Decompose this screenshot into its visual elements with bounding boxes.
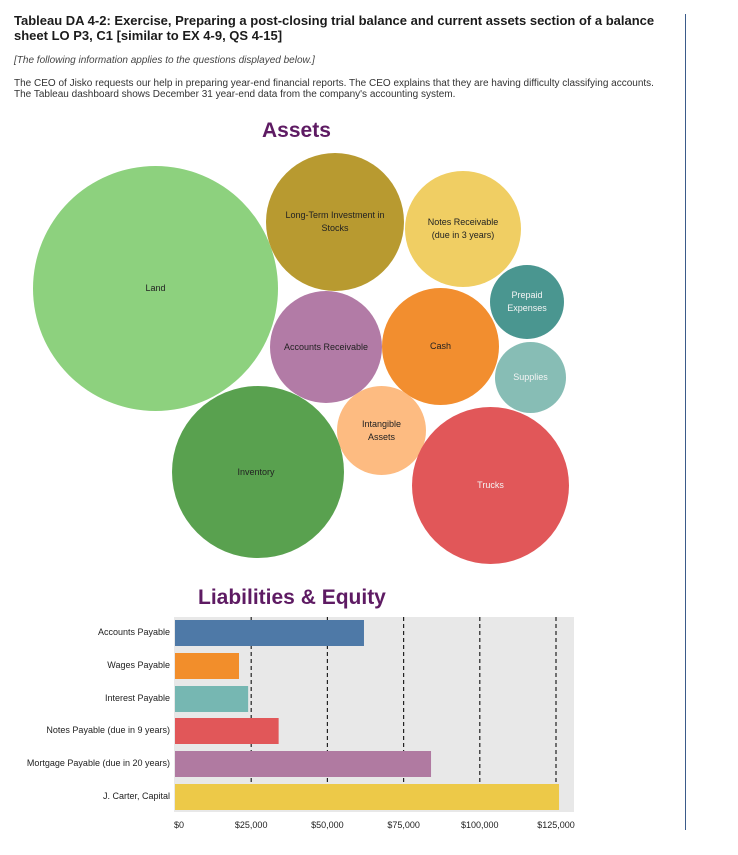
bubble-long-term-investment: Long-Term Investment in Stocks <box>266 153 404 291</box>
bubble-label: Notes Receivable (due in 3 years) <box>427 217 499 240</box>
bubble-cash: Cash <box>382 288 499 405</box>
bar-category-label: Mortgage Payable (due in 20 years) <box>26 758 170 768</box>
bubble-intangible-assets: Intangible Assets <box>337 386 426 475</box>
assets-heading: Assets <box>262 119 331 142</box>
bar <box>175 751 432 777</box>
bubble-label: Supplies <box>513 372 548 382</box>
problem-title: Tableau DA 4-2: Exercise, Preparing a po… <box>14 13 655 43</box>
x-tick-label: $75,000 <box>387 820 420 830</box>
bar <box>175 784 560 810</box>
x-tick-label: $125,000 <box>537 820 575 830</box>
bubble-label: Trucks <box>477 480 504 490</box>
bubble-supplies: Supplies <box>495 342 566 413</box>
bubble-label: Prepaid Expenses <box>507 290 547 313</box>
bubble-prepaid-expenses: Prepaid Expenses <box>490 265 564 339</box>
bar-category-label: Interest Payable <box>104 693 170 703</box>
bar-category-label: Notes Payable (due in 9 years) <box>46 725 170 735</box>
x-tick-label: $50,000 <box>311 820 344 830</box>
bar <box>175 686 249 712</box>
liabilities-equity-heading: Liabilities & Equity <box>198 586 386 609</box>
bubble-land: Land <box>33 166 278 411</box>
bar <box>175 653 240 679</box>
x-tick-label: $25,000 <box>234 820 268 830</box>
bubble-label: Land <box>145 283 166 293</box>
bubble-label: Accounts Receivable <box>283 341 369 352</box>
page-divider <box>685 14 686 830</box>
bar-category-label: Wages Payable <box>107 660 170 670</box>
bubble-inventory: Inventory <box>172 386 344 558</box>
problem-intro: [The following information applies to th… <box>14 55 315 66</box>
plot-background <box>174 617 574 812</box>
bubble-label: Inventory <box>237 466 275 477</box>
bubble-accounts-receivable: Accounts Receivable <box>270 291 382 403</box>
bar <box>175 718 279 744</box>
x-tick-label: $0 <box>173 820 185 830</box>
x-tick-label: $100,000 <box>461 820 499 830</box>
bubble-label: Intangible Assets <box>361 418 402 442</box>
bubble-label: Cash <box>429 341 451 351</box>
bar <box>175 620 364 646</box>
bubble-notes-receivable: Notes Receivable (due in 3 years) <box>405 171 521 287</box>
bubble-label: Long-Term Investment in Stocks <box>285 210 385 233</box>
bar-category-label: Accounts Payable <box>97 627 170 637</box>
bubble-trucks: Trucks <box>412 407 569 564</box>
bar-category-label: J. Carter, Capital <box>102 791 170 801</box>
problem-description: The CEO of Jisko requests our help in pr… <box>14 78 654 100</box>
